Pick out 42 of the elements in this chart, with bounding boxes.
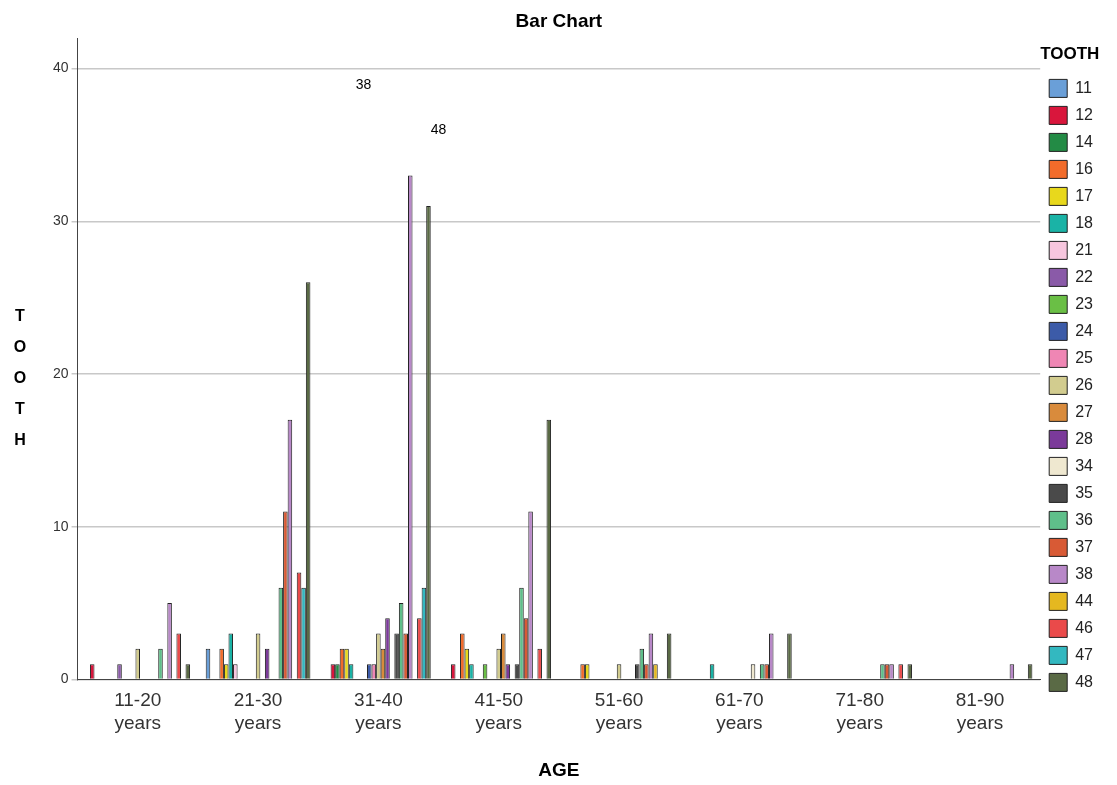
y-tick-label: 0 xyxy=(60,670,69,687)
legend-label: 38 xyxy=(1075,564,1094,582)
legend-label: 26 xyxy=(1075,375,1094,393)
legend-label: 35 xyxy=(1075,483,1094,501)
legend-label: 24 xyxy=(1075,321,1094,339)
legend-label: 25 xyxy=(1075,348,1094,366)
legend-label: 28 xyxy=(1075,429,1094,447)
legend-label: 34 xyxy=(1075,456,1094,474)
x-tick-label: 61-70 years xyxy=(715,689,764,733)
legend-label: 44 xyxy=(1075,591,1094,609)
legend-label: 16 xyxy=(1075,159,1094,177)
y-axis-title: TOOTH xyxy=(12,306,28,450)
legend-label: 14 xyxy=(1075,132,1094,150)
legend-label: 22 xyxy=(1075,267,1094,285)
x-tick-label: 51-60 years xyxy=(594,689,644,733)
legend-label: 11 xyxy=(1075,78,1092,96)
x-tick-label: 21-30 years xyxy=(233,689,283,733)
x-tick-label: 31-40 years xyxy=(354,689,403,733)
x-axis-title: AGE xyxy=(538,759,580,781)
legend-label: 36 xyxy=(1075,510,1094,528)
y-tick-label: 30 xyxy=(52,212,69,229)
legend-label: 37 xyxy=(1075,537,1094,555)
x-tick-label: 71-80 years xyxy=(835,689,885,733)
legend-label: 18 xyxy=(1075,213,1094,231)
y-tick-label: 40 xyxy=(52,59,69,76)
x-tick-label: 11-20 years xyxy=(114,689,162,733)
y-tick-label: 10 xyxy=(52,517,69,534)
annotation: 48 xyxy=(430,121,447,138)
legend-label: 46 xyxy=(1075,618,1094,636)
legend-title: TOOTH xyxy=(1040,44,1100,64)
legend-label: 12 xyxy=(1075,105,1094,123)
legend-label: 47 xyxy=(1075,645,1094,663)
chart-title: Bar Chart xyxy=(515,10,603,32)
y-tick-label: 20 xyxy=(52,364,69,381)
legend-label: 48 xyxy=(1075,672,1094,690)
legend-label: 17 xyxy=(1075,186,1094,204)
legend-label: 23 xyxy=(1075,294,1094,312)
x-tick-label: 81-90 years xyxy=(955,689,1005,733)
legend-label: 21 xyxy=(1075,240,1094,258)
x-tick-label: 41-50 years xyxy=(474,689,524,733)
legend-label: 27 xyxy=(1075,402,1094,420)
annotation: 38 xyxy=(355,76,372,93)
